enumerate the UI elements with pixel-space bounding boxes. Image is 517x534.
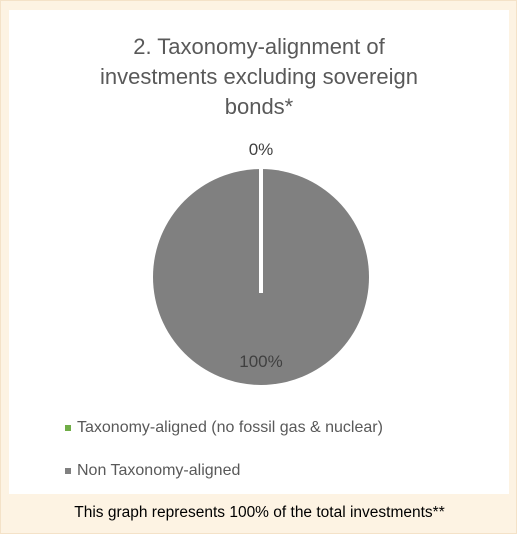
pie-slices <box>153 168 369 385</box>
chart-area: 2. Taxonomy-alignment of investments exc… <box>9 10 509 494</box>
chart-caption: This graph represents 100% of the total … <box>74 504 445 521</box>
legend-swatch-green-icon <box>65 425 71 431</box>
pie-data-labels: 0% 100% <box>239 140 282 371</box>
pie-chart: 0% 100% <box>153 140 369 385</box>
legend-label: Non Taxonomy-aligned <box>77 462 241 479</box>
chart-title: 2. Taxonomy-alignment of investments exc… <box>100 34 418 119</box>
legend-label: Taxonomy-aligned (no fossil gas & nuclea… <box>77 419 383 436</box>
data-label-non-taxonomy-aligned: 100% <box>239 352 282 371</box>
legend-swatch-grey-icon <box>65 468 71 474</box>
legend-item-non-taxonomy-aligned: Non Taxonomy-aligned <box>65 462 240 480</box>
data-label-taxonomy-aligned: 0% <box>249 140 274 159</box>
legend-item-taxonomy-aligned: Taxonomy-aligned (no fossil gas & nuclea… <box>65 419 383 437</box>
